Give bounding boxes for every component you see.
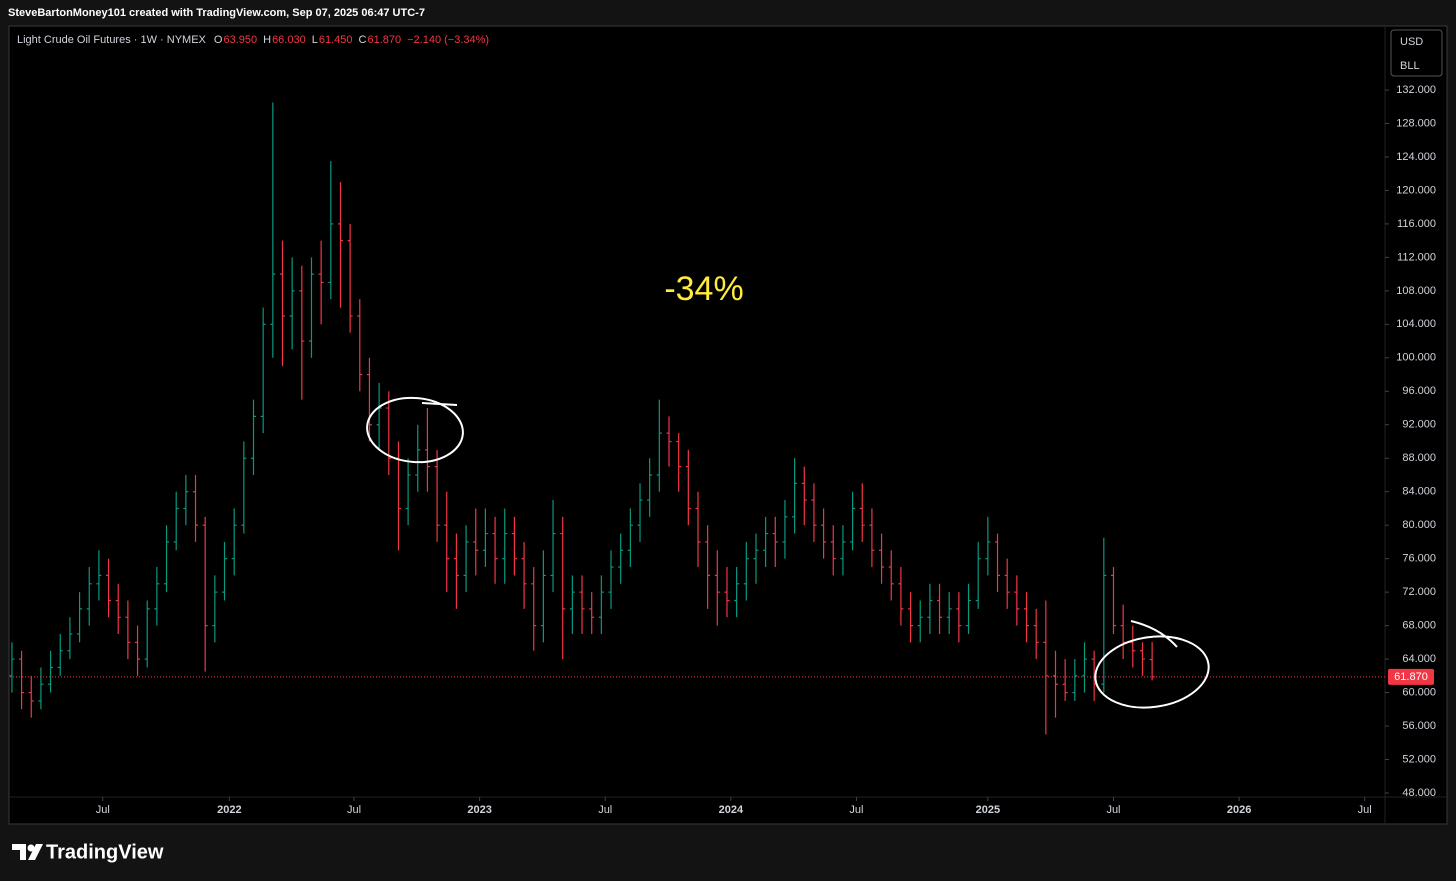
legend-close: 61.870 bbox=[367, 34, 401, 46]
y-tick-label: 52.000 bbox=[1402, 753, 1436, 765]
legend-high-label: H bbox=[263, 34, 271, 46]
y-tick-label: 56.000 bbox=[1402, 720, 1436, 732]
y-tick-label: 76.000 bbox=[1402, 553, 1436, 565]
hand-stroke bbox=[421, 402, 458, 406]
symbol: Light Crude Oil Futures · 1W · NYMEX bbox=[17, 34, 207, 46]
y-tick-label: 132.000 bbox=[1396, 84, 1436, 96]
hand-stroke bbox=[1130, 620, 1178, 648]
y-tick-label: 72.000 bbox=[1402, 586, 1436, 598]
brand: TradingView bbox=[46, 841, 164, 863]
y-tick-label: 108.000 bbox=[1396, 285, 1436, 297]
x-tick-label: Jul bbox=[1106, 804, 1120, 816]
x-tick-label: Jul bbox=[1358, 804, 1372, 816]
y-tick-label: 68.000 bbox=[1402, 620, 1436, 632]
y-tick-label: 96.000 bbox=[1402, 385, 1436, 397]
legend-close-label: C bbox=[359, 34, 367, 46]
plot: 48.000 52.000 56.000 60.000 64.000 68.000 72.0… bbox=[9, 84, 1436, 816]
x-tick-label: Jul bbox=[849, 804, 863, 816]
legend: Light Crude Oil Futures · 1W · NYMEX O 63… bbox=[17, 34, 489, 46]
x-tick-label: 2025 bbox=[976, 804, 1000, 816]
x-tick-label: Jul bbox=[96, 804, 110, 816]
legend-change: −2.140 (−3.34%) bbox=[407, 34, 489, 46]
legend-low-label: L bbox=[312, 34, 318, 46]
y-tick-label: 80.000 bbox=[1402, 519, 1436, 531]
legend-open: 63.950 bbox=[223, 34, 257, 46]
x-tick-label: Jul bbox=[347, 804, 361, 816]
y-tick-label: 104.000 bbox=[1396, 318, 1436, 330]
last-price-box bbox=[1388, 668, 1434, 685]
x-tick-label: Jul bbox=[598, 804, 612, 816]
y-tick-label: 92.000 bbox=[1402, 419, 1436, 431]
last-price-label: 61.870 bbox=[1394, 671, 1428, 683]
credit: SteveBartonMoney101 created with Trading… bbox=[8, 7, 425, 19]
y-tick-label: 112.000 bbox=[1397, 251, 1436, 263]
logo-dot bbox=[27, 844, 35, 852]
hand-circle bbox=[1094, 635, 1210, 709]
y-tick-label: 64.000 bbox=[1402, 653, 1436, 665]
x-tick-label: 2023 bbox=[467, 804, 491, 816]
x-tick-label: 2022 bbox=[217, 804, 241, 816]
x-tick-label: 2026 bbox=[1227, 804, 1251, 816]
logo-icon bbox=[12, 844, 43, 860]
x-tick-label: 2024 bbox=[719, 804, 744, 816]
currency-box[interactable] bbox=[1390, 29, 1443, 77]
y-tick-label: 48.000 bbox=[1402, 787, 1436, 799]
legend-low: 61.450 bbox=[319, 34, 353, 46]
y-tick-label: 116.000 bbox=[1397, 218, 1436, 230]
y-tick-label: 60.000 bbox=[1402, 686, 1436, 698]
y-tick-label: 100.000 bbox=[1396, 352, 1436, 364]
hand-circle bbox=[366, 396, 464, 464]
chart-frame bbox=[8, 25, 1448, 825]
currency: USD bbox=[1400, 36, 1423, 48]
annotation: -34% bbox=[664, 270, 743, 308]
brand-logo: TradingView bbox=[12, 841, 164, 863]
y-tick-label: 128.000 bbox=[1396, 117, 1436, 129]
legend-open-label: O bbox=[214, 34, 223, 46]
y-tick-label: 84.000 bbox=[1402, 486, 1436, 498]
y-tick-label: 88.000 bbox=[1402, 452, 1436, 464]
y-tick-label: 120.000 bbox=[1396, 184, 1436, 196]
legend-high: 66.030 bbox=[272, 34, 306, 46]
unit: BLL bbox=[1400, 60, 1420, 72]
y-tick-label: 124.000 bbox=[1396, 151, 1436, 163]
